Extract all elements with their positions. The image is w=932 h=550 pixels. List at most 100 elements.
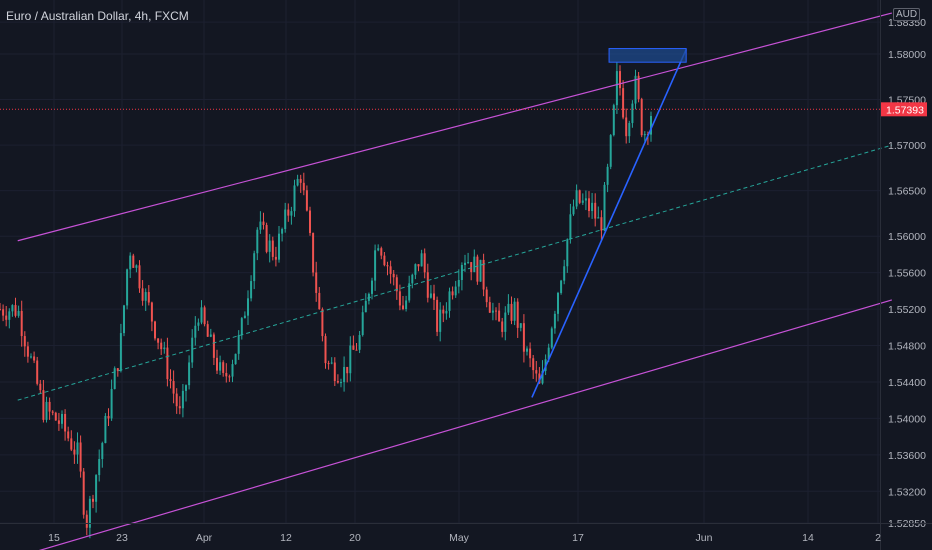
candle-down <box>637 75 640 100</box>
candle-up <box>98 459 101 476</box>
candle-up <box>113 368 116 390</box>
candle-up <box>129 255 132 270</box>
candle-up <box>464 262 466 265</box>
candle-down <box>318 292 321 310</box>
candle-down <box>64 413 67 432</box>
trendline[interactable] <box>531 49 687 398</box>
candle-up <box>284 209 287 230</box>
candle-up <box>237 335 240 354</box>
candle-down <box>470 262 473 273</box>
candle-down <box>485 289 488 303</box>
candle-up <box>507 303 510 313</box>
candle-down <box>57 420 60 424</box>
candle-up <box>581 200 584 203</box>
last-price-text: 1.57393 <box>886 104 924 116</box>
candle-down <box>14 305 17 316</box>
candle-up <box>364 300 367 313</box>
y-tick-label: 1.54000 <box>888 413 926 425</box>
x-tick-label: 14 <box>802 532 814 544</box>
candle-up <box>650 116 652 135</box>
x-tick-label: 12 <box>280 532 292 544</box>
candle-down <box>23 336 26 347</box>
candle-up <box>414 264 417 275</box>
candle-up <box>219 362 222 371</box>
candle-up <box>268 240 271 252</box>
candle-up <box>513 301 516 321</box>
candle-down <box>312 232 315 273</box>
candle-up <box>377 248 380 251</box>
currency-label[interactable]: AUD <box>893 8 921 21</box>
candle-up <box>445 310 448 314</box>
candle-up <box>30 356 32 358</box>
y-tick-label: 1.56000 <box>888 231 926 243</box>
candle-down <box>82 471 85 515</box>
candle-down <box>150 302 153 322</box>
candle-down <box>482 259 485 290</box>
candle-up <box>11 305 14 312</box>
candle-down <box>619 71 621 89</box>
candle-up <box>126 269 129 306</box>
candle-up <box>615 71 618 106</box>
candle-down <box>426 272 429 298</box>
candle-up <box>457 279 460 287</box>
candle-up <box>253 253 256 282</box>
x-tick-label: May <box>449 532 470 544</box>
y-tick-label: 1.55600 <box>888 268 926 280</box>
candle-down <box>271 240 274 257</box>
candle-down <box>228 376 231 378</box>
candle-down <box>265 224 268 252</box>
candle-up <box>45 401 48 420</box>
candle-up <box>553 313 556 329</box>
resistance-zone[interactable] <box>608 48 687 63</box>
candle-down <box>383 255 386 266</box>
candle-down <box>116 368 119 371</box>
candle-down <box>39 383 42 391</box>
candle-up <box>101 443 104 460</box>
channel-lower-line[interactable] <box>18 299 893 550</box>
candle-down <box>423 253 426 273</box>
candle-up <box>340 382 342 384</box>
y-tick-label: 1.58000 <box>888 49 926 61</box>
candle-up <box>420 253 423 267</box>
candle-up <box>250 281 253 299</box>
candle-up <box>259 221 262 230</box>
candle-down <box>302 182 305 191</box>
y-tick-label: 1.52850 <box>888 518 926 530</box>
candle-up <box>560 280 563 293</box>
candle-down <box>315 272 318 293</box>
time-axis[interactable]: 15 23 Apr 12 20 May 17 Jun 14 2 <box>0 523 932 545</box>
candle-down <box>26 346 29 357</box>
x-tick-label: 2 <box>875 532 881 544</box>
candle-up <box>526 348 528 352</box>
candle-down <box>222 362 225 373</box>
candle-up <box>411 274 414 284</box>
candle-up <box>612 105 615 136</box>
candle-down <box>538 373 541 384</box>
candle-up <box>448 291 451 311</box>
candle-up <box>563 266 566 281</box>
x-tick-label: 17 <box>572 532 584 544</box>
candle-down <box>622 88 625 118</box>
candle-down <box>67 431 70 439</box>
candle-up <box>61 413 63 424</box>
channel-upper-line[interactable] <box>17 12 893 242</box>
candle-up <box>609 135 612 167</box>
candle-down <box>336 381 339 383</box>
candle-down <box>476 256 479 282</box>
candle-up <box>572 206 575 215</box>
candle-down <box>532 358 535 371</box>
candle-up <box>181 390 184 409</box>
channel-mid-line[interactable] <box>17 144 893 401</box>
candle-down <box>216 357 218 371</box>
candle-down <box>588 198 590 212</box>
y-tick-label: 1.57000 <box>888 140 926 152</box>
candle-down <box>132 255 135 268</box>
candle-up <box>374 250 377 281</box>
candle-down <box>166 347 169 380</box>
candle-down <box>154 321 156 339</box>
candle-up <box>240 318 243 336</box>
candle-up <box>504 312 507 332</box>
candle-up <box>473 256 476 273</box>
candle-down <box>206 324 209 337</box>
